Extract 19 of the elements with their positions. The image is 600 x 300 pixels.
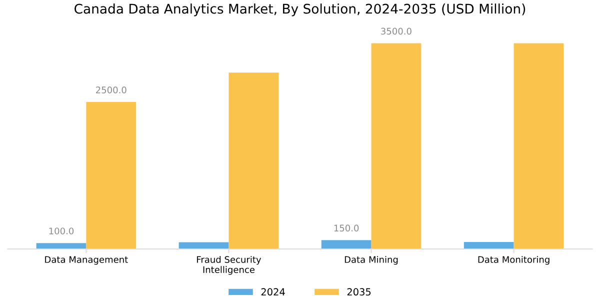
bar [228, 72, 279, 249]
chart-title: Canada Data Analytics Market, By Solution, 2024-2035 (USD Million) [74, 4, 526, 16]
x-tick-label: Data Mining [344, 256, 398, 265]
x-tick-label: Fraud Security Intelligence [197, 256, 262, 275]
bar [36, 243, 86, 249]
bar [178, 242, 229, 249]
data-label: 150.0 [334, 224, 359, 232]
data-label: 2500.0 [96, 86, 126, 94]
data-label: 3500.0 [381, 28, 412, 35]
x-tick-label: Data Monitoring [478, 256, 550, 265]
legend-label: 2024 [261, 288, 285, 296]
bar [514, 43, 564, 249]
data-label: 100.0 [49, 228, 74, 234]
bar [464, 242, 514, 249]
x-tick-label: Data Management [45, 256, 128, 265]
bar [321, 240, 372, 249]
bar [371, 43, 422, 249]
legend-label: 2035 [347, 288, 371, 296]
bar [86, 102, 136, 249]
